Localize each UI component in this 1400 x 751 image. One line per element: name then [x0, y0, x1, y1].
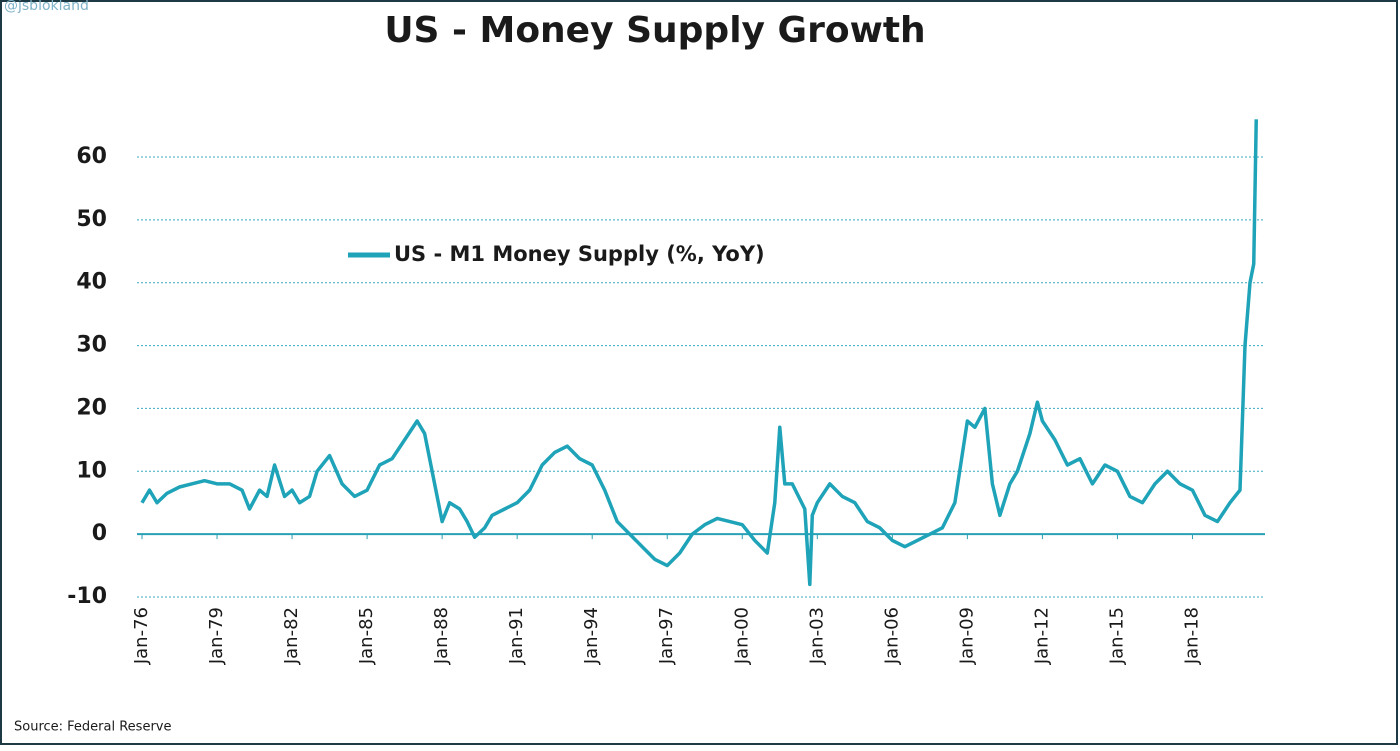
x-tick-label: Jan-85: [356, 607, 377, 665]
watermark: @jsblokland: [4, 0, 89, 14]
x-tick-label: Jan-76: [131, 607, 152, 665]
y-tick-label: 40: [76, 270, 107, 295]
x-tick-label: Jan-00: [731, 607, 752, 665]
y-tick-label: 10: [76, 458, 107, 483]
y-tick-label: 60: [76, 144, 107, 169]
legend-label: US - M1 Money Supply (%, YoY): [394, 242, 765, 266]
x-tick-label: Jan-12: [1031, 607, 1052, 665]
x-tick-label: Jan-03: [806, 607, 827, 665]
x-tick-label: Jan-88: [431, 607, 452, 665]
x-tick-label: Jan-79: [206, 607, 227, 665]
y-tick-label: 50: [76, 207, 107, 232]
x-tick-label: Jan-18: [1181, 607, 1202, 665]
x-tick-label: Jan-82: [281, 607, 302, 665]
x-tick-label: Jan-06: [881, 607, 902, 665]
x-tick-label: Jan-94: [581, 607, 602, 665]
y-tick-label: 0: [92, 521, 107, 546]
x-tick-label: Jan-09: [956, 607, 977, 665]
x-tick-label: Jan-97: [656, 607, 677, 665]
chart-title: US - Money Supply Growth: [384, 10, 925, 51]
x-tick-label: Jan-15: [1106, 607, 1127, 665]
y-tick-label: -10: [67, 584, 107, 609]
data-line: [140, 119, 1258, 587]
y-tick-label: 20: [76, 395, 107, 420]
y-tick-label: 30: [76, 333, 107, 358]
source: Source: Federal Reserve: [14, 720, 172, 735]
x-tick-label: Jan-91: [506, 607, 527, 665]
